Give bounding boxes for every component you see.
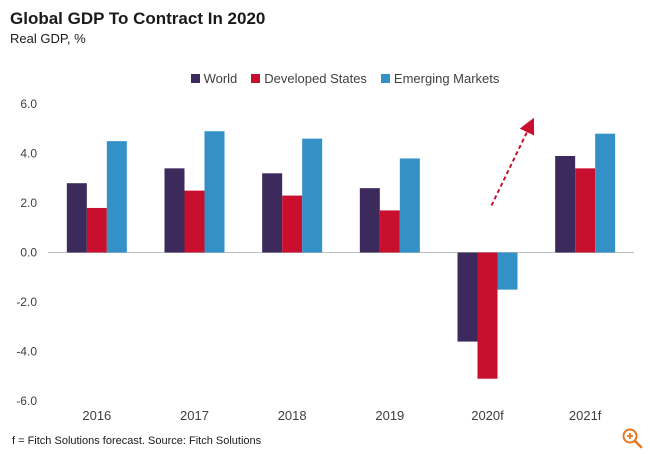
bar-developed-states-2018: [282, 195, 303, 253]
bar-world-2017: [164, 168, 185, 253]
y-tick-label: -2.0: [16, 295, 37, 309]
bar-emerging-markets-2018: [302, 138, 323, 253]
x-tick-label: 2017: [180, 408, 209, 423]
bar-developed-states-2016: [86, 207, 107, 253]
x-tick-label: 2019: [375, 408, 404, 423]
bar-world-2016: [66, 183, 87, 253]
legend-label-world: World: [203, 71, 238, 86]
y-tick-label: 0.0: [20, 246, 37, 260]
chart-title: Global GDP To Contract In 2020: [10, 9, 266, 28]
legend-swatch-developed: [251, 74, 261, 83]
y-tick-label: 2.0: [20, 196, 37, 210]
legend-item-emerging: Emerging Markets: [380, 71, 500, 86]
legend-swatch-emerging: [380, 74, 390, 83]
legend-item-world: World: [190, 71, 238, 86]
zoom-in-icon[interactable]: [620, 426, 644, 450]
y-tick-label: -6.0: [16, 394, 37, 408]
legend-label-developed: Developed States: [264, 71, 367, 86]
bar-world-2018: [262, 173, 283, 253]
y-tick-label: 6.0: [20, 97, 37, 111]
bar-developed-states-2017: [184, 190, 205, 253]
legend-item-developed: Developed States: [251, 71, 367, 86]
legend-label-emerging: Emerging Markets: [393, 71, 500, 86]
trend-arrow: [490, 117, 535, 206]
legend-swatch-world: [190, 74, 200, 83]
x-tick-label: 2021f: [569, 408, 602, 423]
bar-world-2020f: [457, 252, 478, 342]
legend: World Developed States Emerging Markets: [0, 71, 650, 86]
bar-emerging-markets-2017: [204, 131, 225, 253]
bar-world-2019: [359, 188, 380, 253]
y-tick-label: 4.0: [20, 147, 37, 161]
chart-subtitle: Real GDP, %: [10, 31, 86, 46]
bar-emerging-markets-2021f: [595, 133, 616, 253]
bar-emerging-markets-2019: [399, 158, 420, 253]
x-tick-label: 2018: [278, 408, 307, 423]
bar-developed-states-2021f: [575, 168, 596, 253]
bar-world-2021f: [555, 155, 576, 253]
bar-developed-states-2020f: [477, 252, 498, 379]
x-tick-label: 2020f: [471, 408, 504, 423]
footnote: f = Fitch Solutions forecast. Source: Fi…: [12, 435, 262, 447]
bar-emerging-markets-2016: [106, 141, 127, 253]
bar-developed-states-2019: [379, 210, 400, 253]
y-tick-label: -4.0: [16, 345, 37, 359]
x-tick-label: 2016: [82, 408, 111, 423]
bar-emerging-markets-2020f: [497, 252, 518, 290]
